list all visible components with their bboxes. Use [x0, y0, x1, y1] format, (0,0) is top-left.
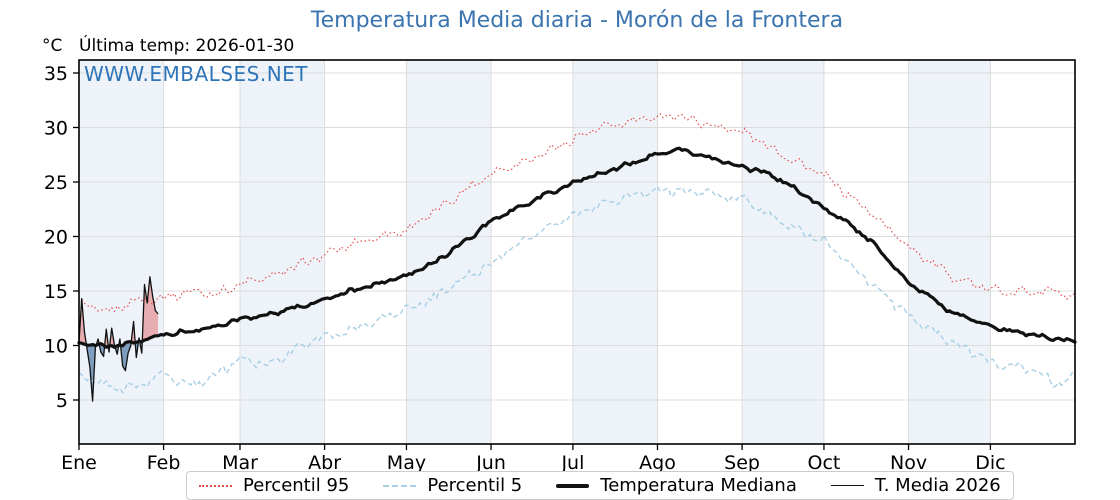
x-tick-label: Mar [222, 452, 258, 474]
y-tick-label: 10 [44, 336, 68, 358]
month-band [239, 60, 325, 444]
x-tick-label: Jul [560, 452, 584, 474]
x-tick-label: Oct [808, 452, 841, 474]
legend: Percentil 95 Percentil 5 Temperatura Med… [186, 471, 1014, 500]
percentil-95-line-sample [199, 484, 232, 487]
y-tick-label: 5 [56, 390, 68, 412]
below-median-fill [86, 341, 143, 402]
last-temp-annotation: Última temp: 2026-01-30 [79, 36, 295, 56]
percentil-5-line-sample [383, 484, 417, 487]
month-band [742, 60, 824, 444]
x-tick-label: May [387, 452, 426, 474]
legend-label: T. Media 2026 [874, 475, 1001, 496]
x-tick-label: Ene [61, 452, 97, 474]
x-tick-label: Sep [724, 452, 760, 474]
legend-item-percentil-95: Percentil 95 [199, 475, 349, 496]
chart-title: Temperatura Media diaria - Morón de la F… [310, 8, 844, 33]
y-axis-units-label: °C [42, 36, 63, 56]
x-tick-label: Jun [475, 452, 506, 474]
legend-label: Temperatura Mediana [600, 475, 797, 496]
month-band [406, 60, 492, 444]
x-tick-label: Nov [890, 452, 927, 474]
plot-border [78, 59, 1076, 445]
y-tick-label: 15 [44, 281, 68, 303]
t-media-2026-line-sample [830, 484, 864, 487]
above-median-fill [79, 276, 159, 348]
x-tick-label: Ago [639, 452, 676, 474]
mediana-line-sample [556, 483, 590, 488]
legend-label: Percentil 5 [427, 475, 523, 496]
x-tick-label: Feb [147, 452, 181, 474]
x-tick-label: Dic [975, 452, 1005, 474]
legend-item-temperatura-mediana: Temperatura Mediana [556, 475, 797, 496]
y-tick-label: 25 [44, 172, 68, 194]
legend-label: Percentil 95 [243, 475, 350, 496]
percentil-5-line [78, 185, 1076, 395]
y-tick-label: 30 [44, 118, 68, 140]
y-tick-label: 35 [44, 63, 68, 85]
y-tick-label: 20 [44, 227, 68, 249]
month-band [572, 60, 658, 444]
legend-item-t-media-2026: T. Media 2026 [830, 475, 1001, 496]
month-band [908, 60, 991, 444]
legend-item-percentil-5: Percentil 5 [383, 475, 522, 496]
temperatura-mediana-line [77, 146, 1077, 349]
watermark: WWW.EMBALSES.NET [84, 62, 309, 86]
x-tick-label: Abr [308, 452, 341, 474]
